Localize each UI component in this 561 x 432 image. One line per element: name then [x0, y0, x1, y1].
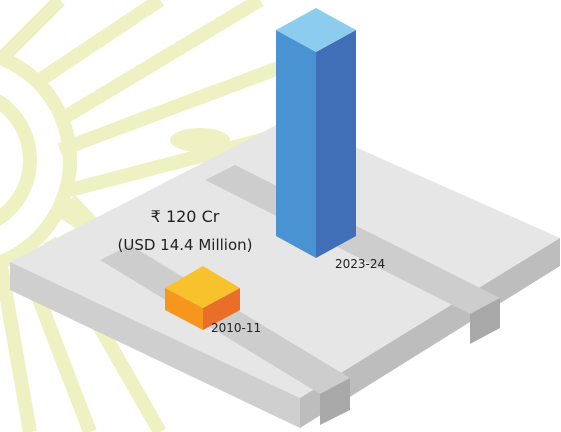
- value-label: (USD 14.4 Million): [118, 236, 253, 254]
- bar-2010-11: [165, 266, 240, 330]
- bar-label: 2023-24: [335, 257, 385, 271]
- bar-2023-24: [276, 8, 356, 258]
- value-label: ₹ 120 Cr: [151, 207, 220, 226]
- bar-label: 2010-11: [211, 321, 261, 335]
